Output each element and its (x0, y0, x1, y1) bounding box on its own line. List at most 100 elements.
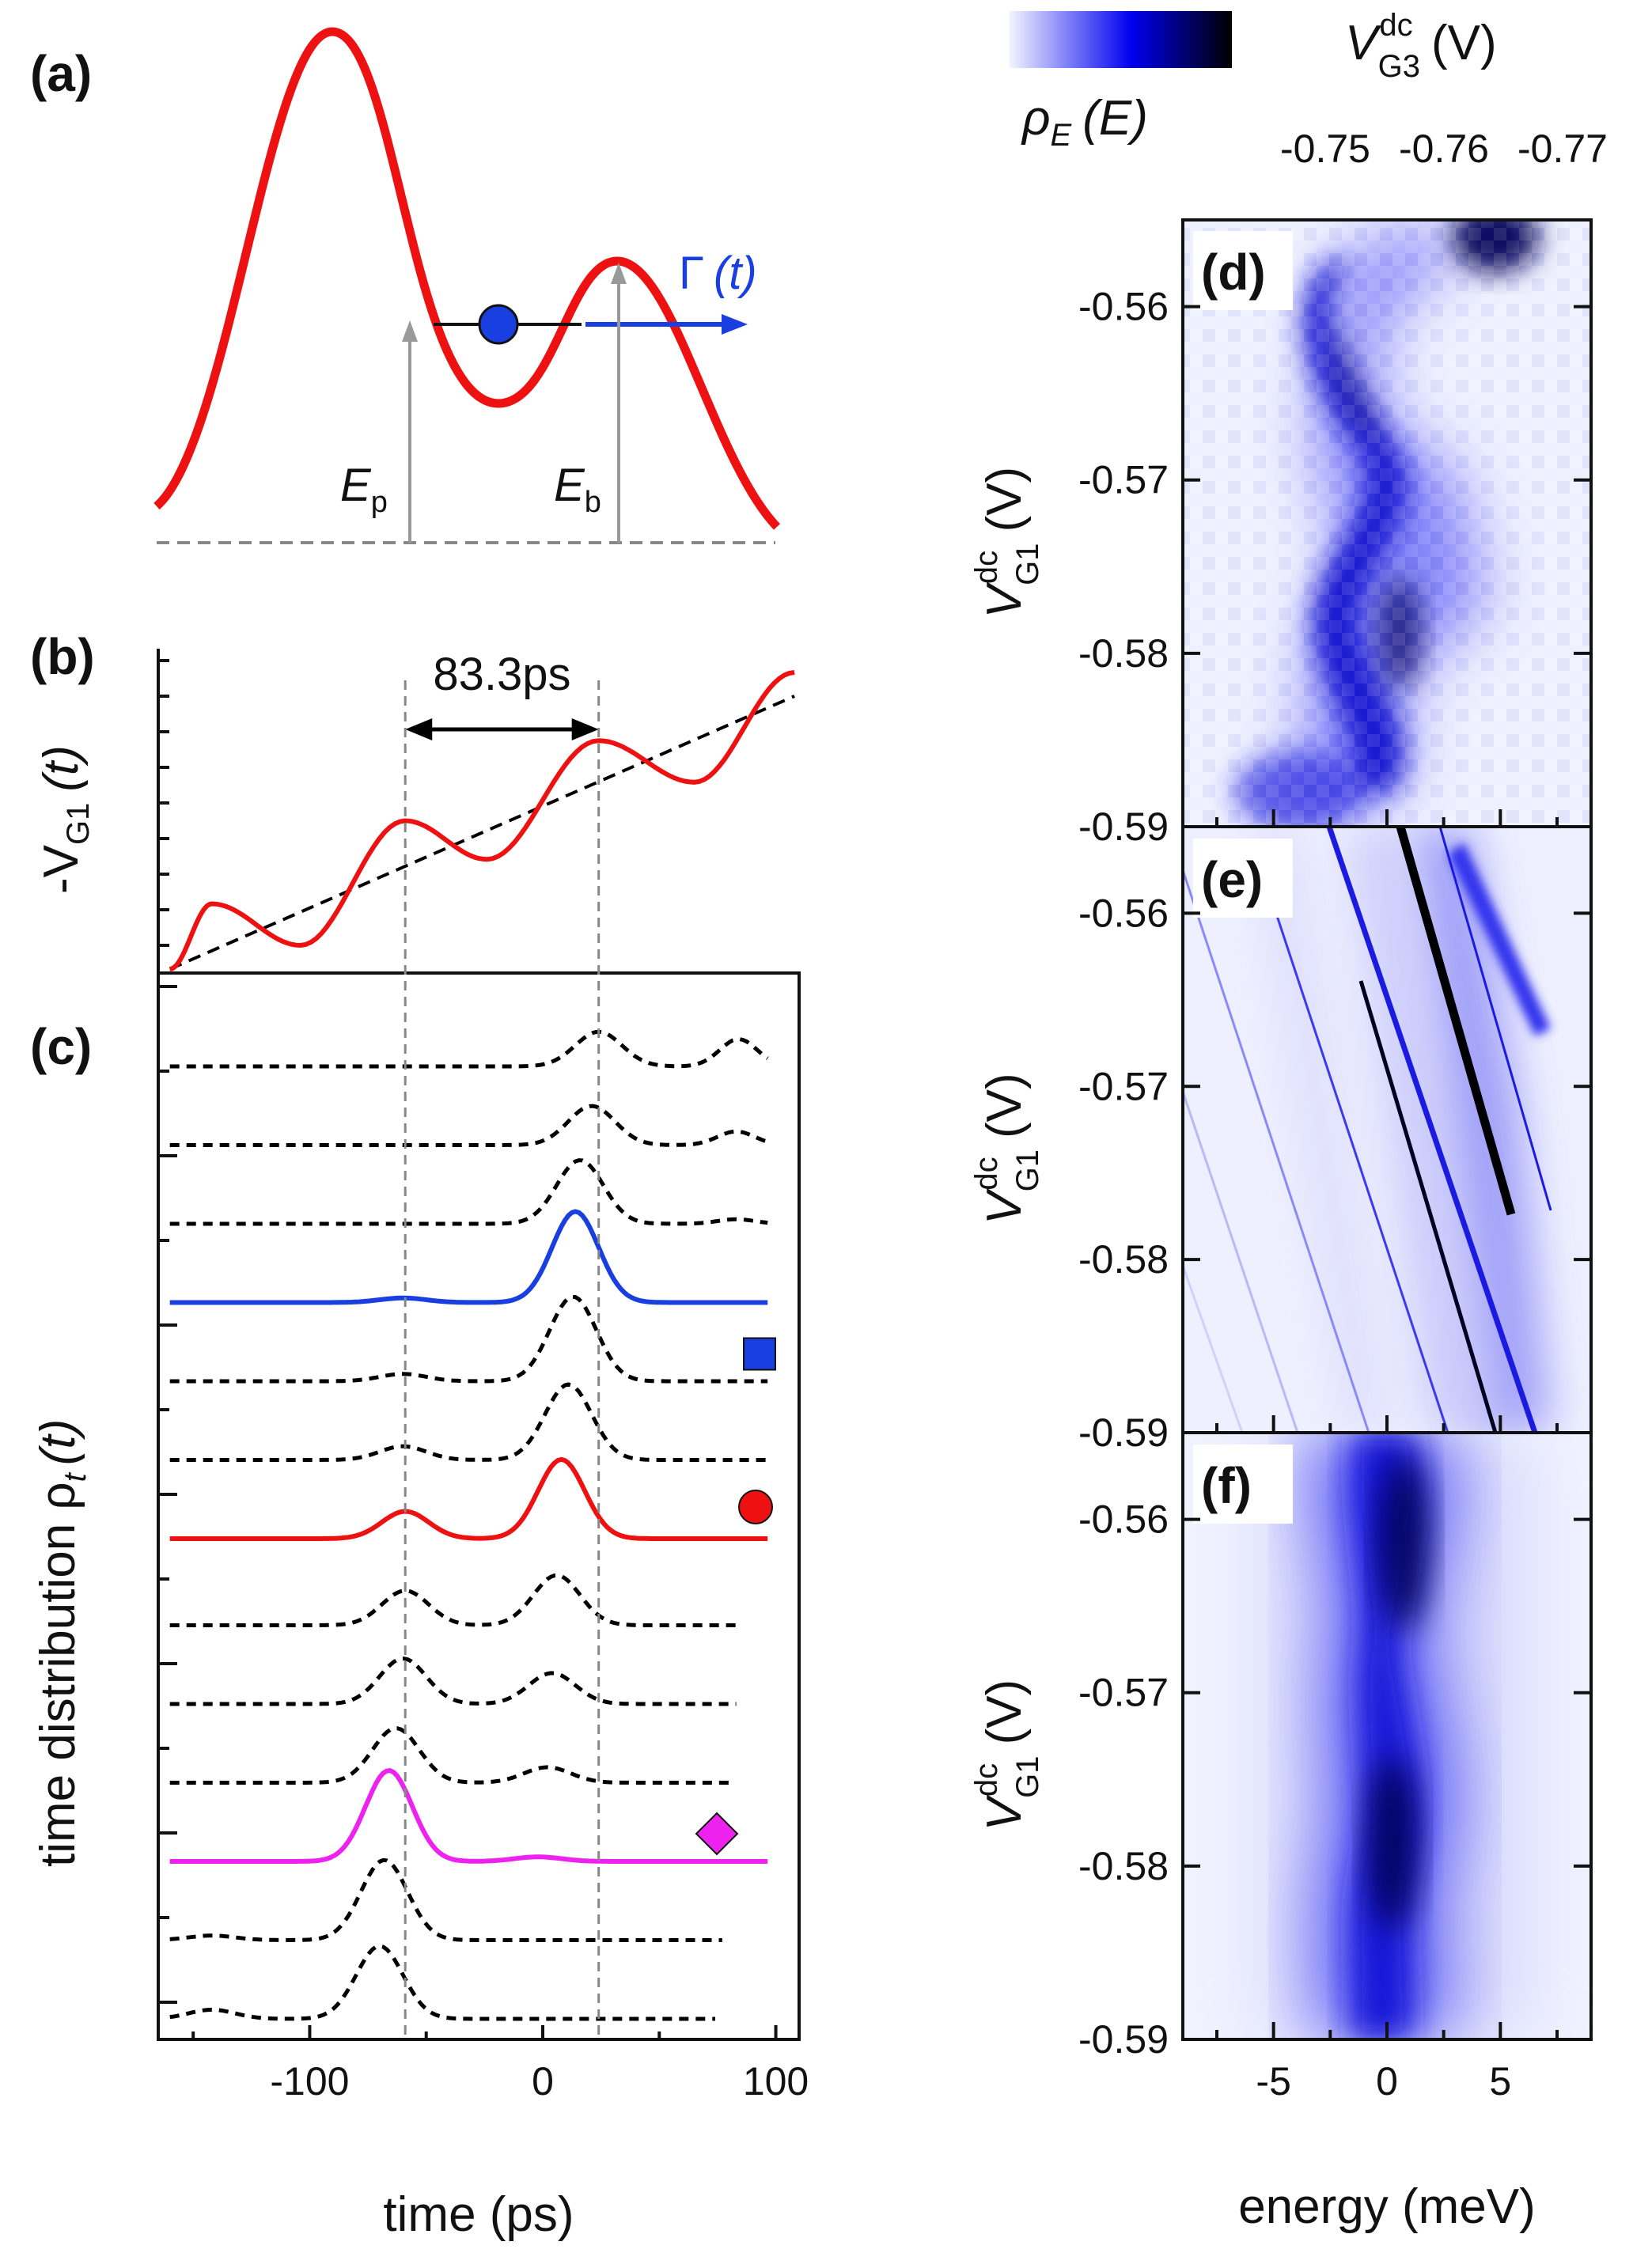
panel-e-ytick-label: -0.56 (1078, 891, 1169, 935)
panel-b-ylabel-prefix: -V (34, 844, 89, 894)
trace-dashed (169, 1573, 740, 1627)
panel-e-ylabel: Vdc G1 (V) (969, 1073, 1045, 1225)
energy-xlabel: energy (meV) (1238, 2179, 1536, 2234)
panel-label-b: (b) (30, 628, 95, 685)
trace-dashed (169, 1158, 768, 1226)
panel-b-ticks (158, 659, 169, 947)
top-axis-label: Vdc G3 (V) (1345, 8, 1497, 84)
panel-b-ylabel-arg: (t) (34, 745, 89, 792)
panel-c-ylabel: time distribution ρt (t) (31, 1419, 93, 1867)
trace-markers (695, 1337, 776, 1856)
panel-d-heatmap (1183, 220, 1591, 827)
trace-red (169, 1456, 768, 1541)
panel-f-ylabel: Vdc G1 (V) (969, 1679, 1045, 1831)
ep-arrow-head-icon (402, 320, 418, 342)
panel-e-ytick-label: -0.58 (1078, 1237, 1169, 1282)
panel-e-ytick-label: -0.59 (1078, 1410, 1169, 1455)
panel-e-upper-resonance (1438, 827, 1552, 1211)
energy-xtick-label: 5 (1489, 2059, 1511, 2103)
gate-voltage-curve (169, 670, 795, 971)
panel-f-heatmap (1183, 1433, 1591, 2039)
eb-symbol: E (554, 460, 585, 511)
panel-d: (d) (1183, 220, 1591, 827)
ylabel-v: V (977, 1794, 1032, 1831)
panel-label-e: (e) (1201, 851, 1263, 908)
top-axis-unit: (V) (1431, 16, 1497, 70)
trace-dashed (169, 1382, 768, 1462)
colorbar-arg: (E) (1082, 91, 1148, 146)
panel-b: (b) -VG1 (t) 83.3ps (30, 628, 795, 973)
panel-c-ylabel-sub: t (58, 1471, 93, 1482)
ylabel-sub: G1 (1010, 1149, 1045, 1191)
trace-dashed (169, 1944, 715, 2021)
panel-c-ylabel-text: time distribution ρ (31, 1482, 85, 1867)
escape-rate-symbol: Γ (679, 248, 704, 299)
panel-c-xtick-label: 100 (743, 2059, 809, 2103)
potential-curve (153, 27, 780, 530)
panel-d-ylabel: Vdc G1 (V) (969, 467, 1045, 619)
trace-dashed (169, 1294, 768, 1384)
eb-subscript: b (585, 486, 601, 519)
ylabel-sub: G1 (1010, 1756, 1045, 1798)
diamond-marker-icon (695, 1812, 739, 1856)
ylabel-sup: dc (969, 551, 1004, 584)
panel-e-ytick-label: -0.57 (1078, 1064, 1169, 1108)
panel-c-xtick-label: -100 (270, 2059, 349, 2103)
period-arrow-right-icon (571, 718, 599, 740)
eb-label: Eb (554, 460, 601, 519)
panel-d-label-box (1193, 231, 1293, 310)
ep-subscript: p (371, 486, 388, 519)
panel-d-ytick-label: -0.58 (1078, 631, 1169, 676)
panel-c-ticks: -100 0 100 (158, 985, 809, 2103)
panel-label-c: (c) (30, 1018, 92, 1075)
colorbar-symbol: ρ (1021, 91, 1051, 146)
panel-c-xlabel: time (ps) (383, 2187, 574, 2242)
period-label: 83.3ps (433, 649, 570, 700)
trace-dashed (169, 1104, 768, 1147)
panel-e-glow-2 (1345, 827, 1503, 1433)
panel-b-ylabel: -VG1 (t) (34, 745, 96, 894)
ylabel-unit: (V) (977, 1679, 1032, 1745)
top-axis: Vdc G3 (V) -0.75 -0.76 -0.77 (1264, 8, 1608, 237)
panel-d-ytick-label: -0.59 (1078, 805, 1169, 849)
top-axis-tick-label: -0.77 (1517, 127, 1608, 171)
panel-e-resonance-4 (1252, 846, 1449, 1433)
ylabel-sup: dc (969, 1763, 1004, 1797)
panel-d-ytick-label: -0.56 (1078, 285, 1169, 329)
panel-d-ytick-label: -0.57 (1078, 458, 1169, 502)
energy-xtick-label: 0 (1376, 2059, 1398, 2103)
ylabel-v: V (977, 1187, 1032, 1225)
top-axis-sub: G3 (1378, 49, 1420, 84)
trace-dashed (169, 1857, 722, 1943)
ylabel-v: V (977, 581, 1032, 619)
panel-e-resonance-2 (1326, 827, 1538, 1433)
panel-f-ytick-label: -0.56 (1078, 1498, 1169, 1542)
ylabel-unit: (V) (977, 1073, 1032, 1138)
ylabel-unit: (V) (977, 467, 1032, 532)
panel-b-ylabel-sub: G1 (61, 803, 96, 845)
eb-arrow-head-icon (611, 263, 627, 284)
panel-c: (c) -100 0 100 time distribution ρt (t) tim… (30, 971, 809, 2242)
particle-circle-icon (478, 304, 519, 345)
panel-label-d: (d) (1201, 244, 1266, 301)
panel-d-pixel-noise (1183, 220, 1591, 827)
panel-f-dark-spot-2 (1367, 1756, 1418, 1930)
panel-e-resonance-3 (1358, 980, 1498, 1433)
panel-label-a: (a) (30, 45, 92, 102)
panel-a: (a) Γ (t) Ep Eb (30, 27, 780, 544)
energy-xtick-label: -5 (1256, 2059, 1290, 2103)
panel-c-ylabel-arg: (t) (31, 1419, 85, 1466)
colorbar-gradient (1009, 11, 1232, 68)
trace-dashed (169, 1029, 769, 1069)
top-axis-v: V (1345, 16, 1382, 70)
escape-rate-arg: (t) (714, 248, 757, 299)
panel-e-main-resonance (1396, 827, 1516, 1216)
ylabel-sup: dc (969, 1157, 1004, 1190)
ylabel-sub: G1 (1010, 543, 1045, 585)
panel-e-resonance-5 (1183, 869, 1370, 1433)
panel-f-dark-spot-1 (1379, 1456, 1430, 1630)
panel-e-glow-3 (1250, 827, 1392, 1433)
trace-dashed (169, 1726, 729, 1785)
